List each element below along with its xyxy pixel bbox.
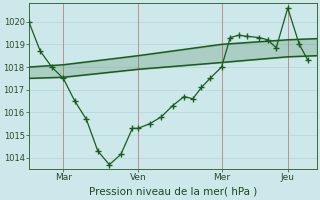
X-axis label: Pression niveau de la mer( hPa ): Pression niveau de la mer( hPa ) (89, 187, 257, 197)
